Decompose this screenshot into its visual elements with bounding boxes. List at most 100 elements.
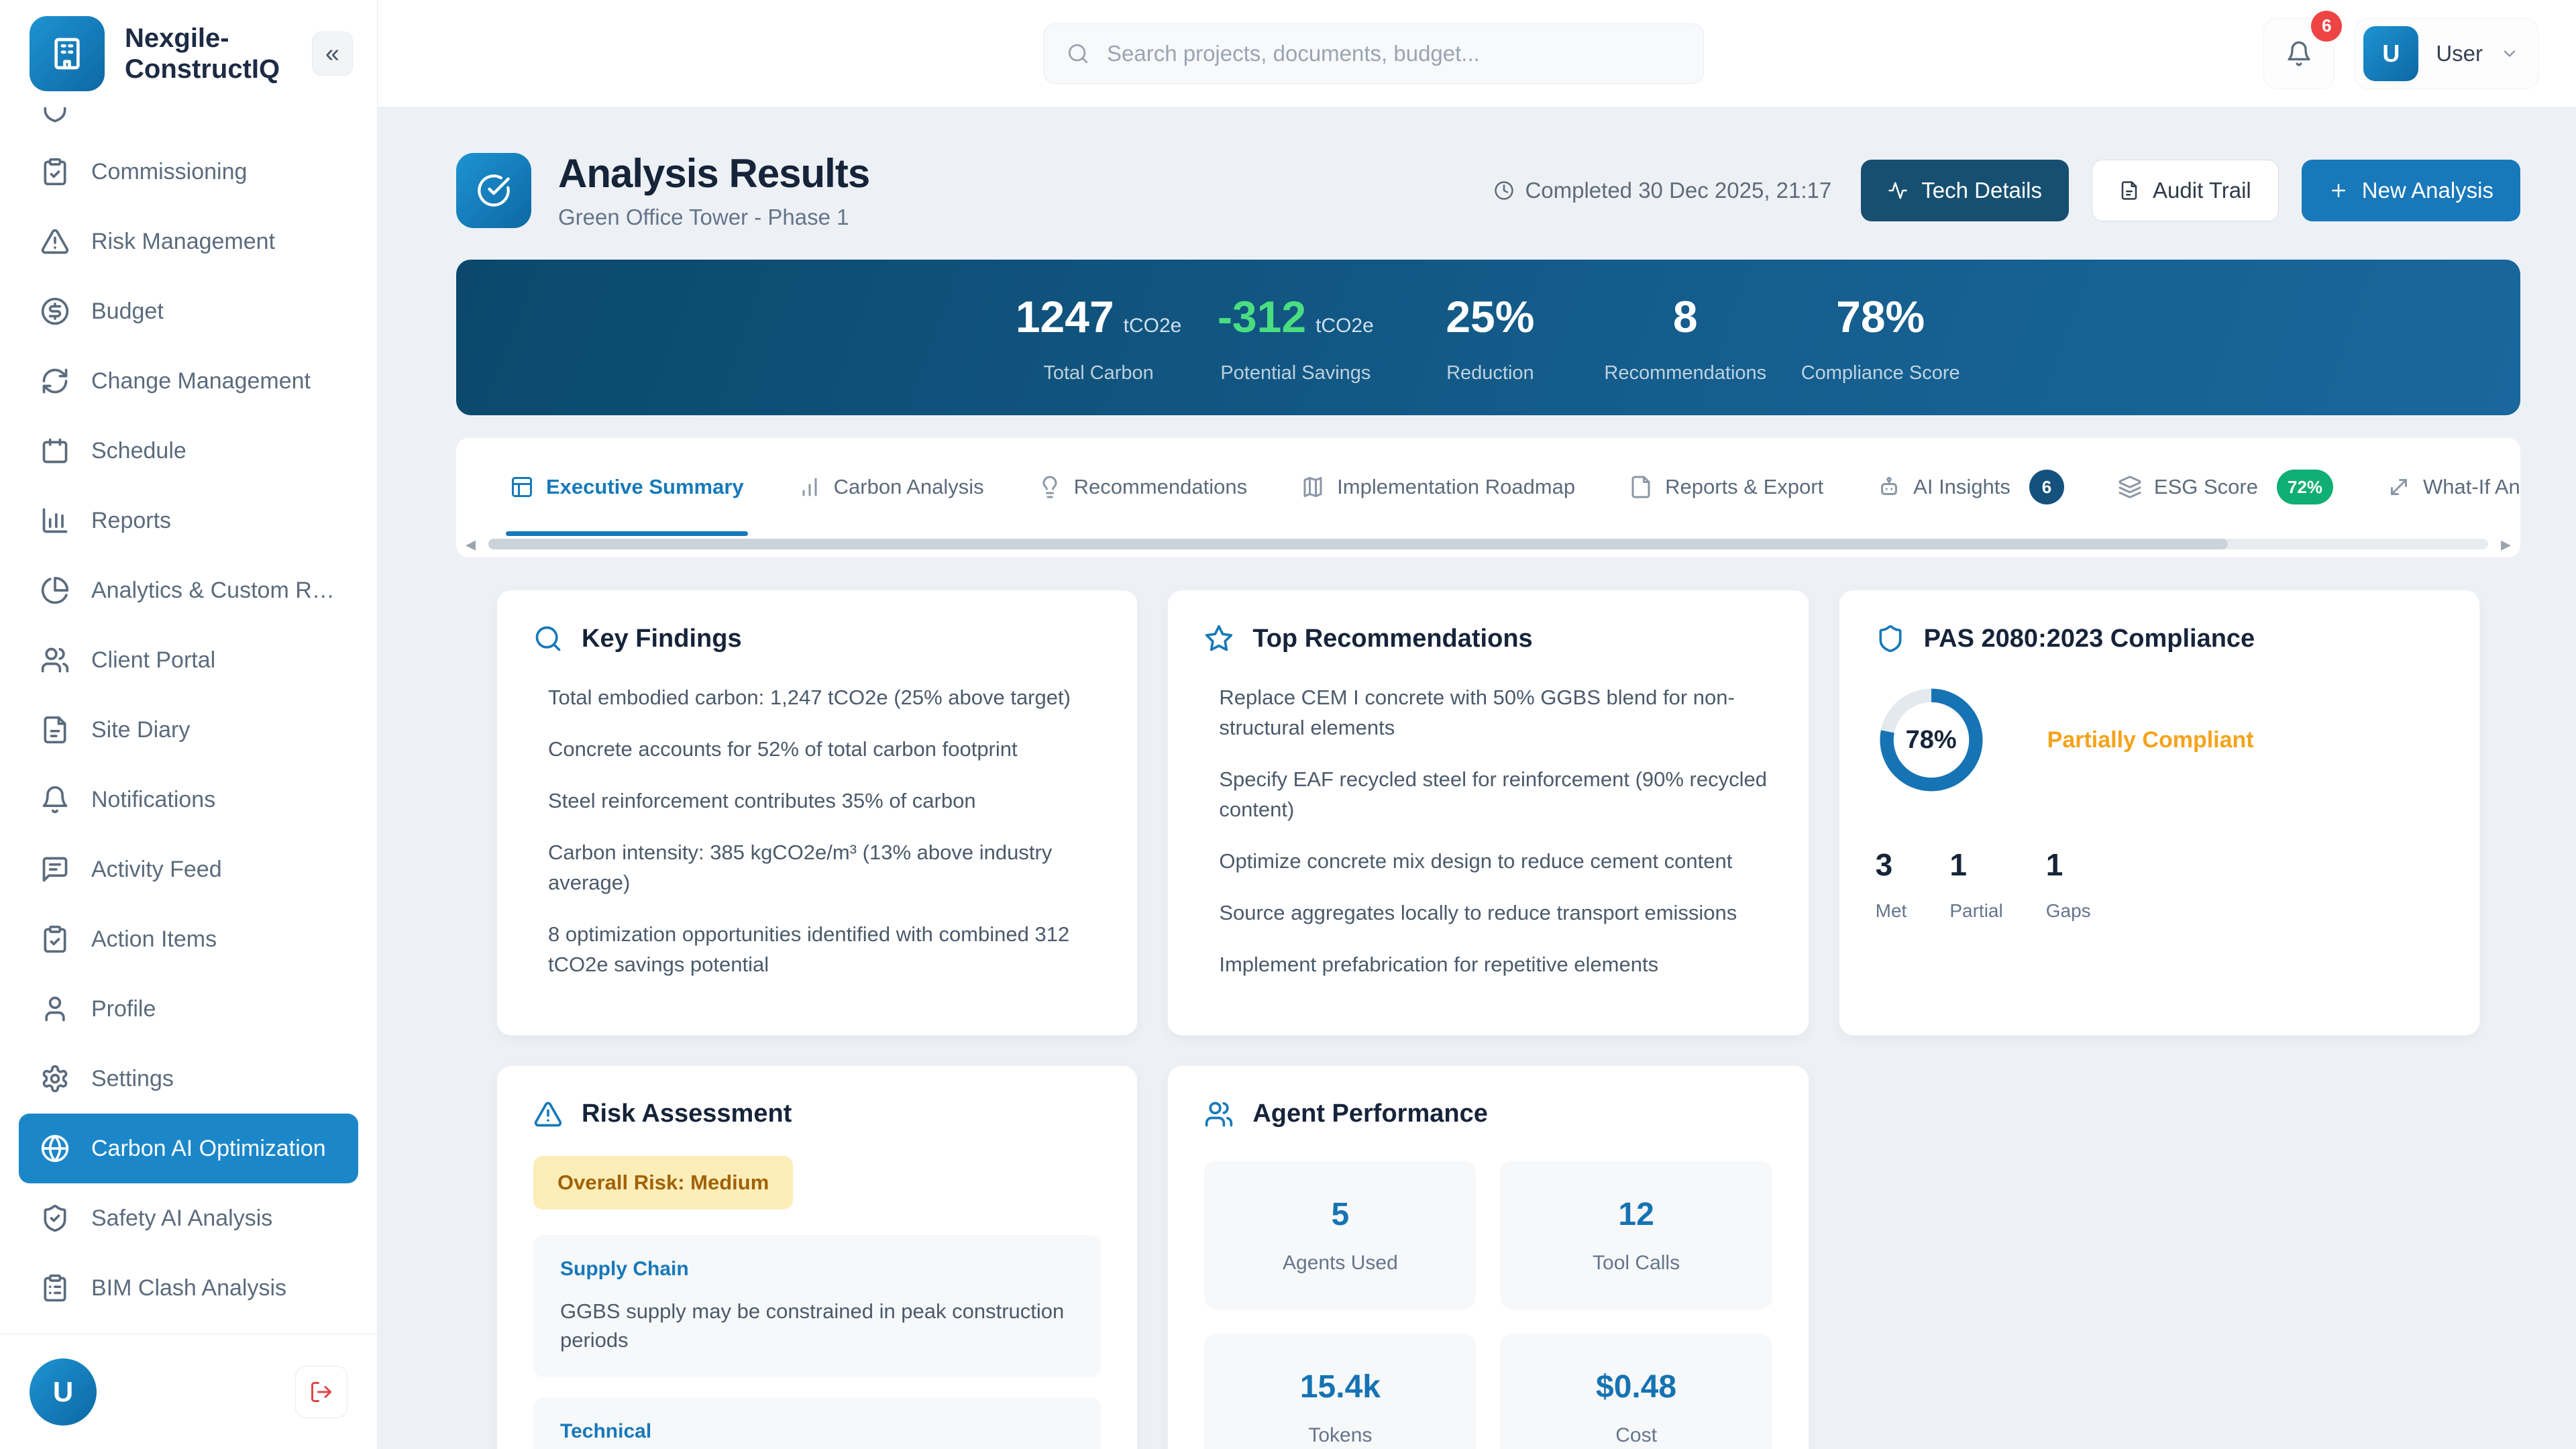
- sidebar-item-icon: [40, 366, 70, 396]
- sidebar-item-icon: [40, 506, 70, 535]
- tech-details-button[interactable]: Tech Details: [1861, 159, 2070, 221]
- plus-icon: [2328, 180, 2349, 201]
- sidebar-item-label: Carbon AI Optimization: [91, 1135, 326, 1161]
- tab[interactable]: Executive Summary: [483, 438, 771, 536]
- magnifier-icon: [533, 624, 563, 653]
- search-icon: [1067, 42, 1089, 65]
- compliance-stat-label: Gaps: [2045, 900, 2091, 921]
- sidebar-item[interactable]: Schedule: [19, 416, 358, 486]
- tab-icon: [2118, 475, 2142, 499]
- key-findings-card: Key Findings Total embodied carbon: 1,24…: [496, 590, 1138, 1036]
- sidebar-item[interactable]: Analytics & Custom Rep...: [19, 555, 358, 625]
- sidebar-item-icon: [40, 1203, 70, 1233]
- sidebar-footer: U: [0, 1334, 377, 1449]
- audit-trail-button[interactable]: Audit Trail: [2092, 159, 2279, 221]
- tabs-scroll-left-arrow[interactable]: ◂: [466, 533, 476, 555]
- empty-grid-cell: [1839, 1065, 2480, 1449]
- compliance-title: PAS 2080:2023 Compliance: [1923, 624, 2255, 653]
- stat: -312 tCO2e Potential Savings: [1215, 291, 1376, 384]
- user-menu[interactable]: U User: [2355, 17, 2538, 89]
- recommendation-item: Source aggregates locally to reduce tran…: [1219, 900, 1737, 924]
- sidebar-item[interactable]: Carbon AI Optimization: [19, 1114, 358, 1183]
- sidebar-item[interactable]: Activity Feed: [19, 835, 358, 904]
- logout-button[interactable]: [295, 1365, 347, 1418]
- tabs-scrollbar-thumb[interactable]: [488, 539, 2229, 549]
- user-avatar[interactable]: U: [30, 1358, 97, 1426]
- sidebar-item[interactable]: Reports: [19, 486, 358, 555]
- agent-stat-value: 12: [1618, 1196, 1654, 1232]
- sidebar-item[interactable]: Settings: [19, 1044, 358, 1114]
- tab-icon: [1877, 475, 1901, 499]
- top-recommendations-title: Top Recommendations: [1252, 624, 1533, 653]
- sidebar-item[interactable]: Commissioning: [19, 137, 358, 207]
- stat-value: 8: [1672, 291, 1698, 341]
- tab[interactable]: AI Insights 6: [1850, 438, 2091, 536]
- key-finding-item: Carbon intensity: 385 kgCO2e/m³ (13% abo…: [548, 840, 1053, 894]
- sidebar-item-label: Notifications: [91, 786, 216, 812]
- compliance-stat: 1 Gaps: [2046, 847, 2091, 922]
- sidebar-item[interactable]: Site Diary: [19, 695, 358, 765]
- sidebar-item[interactable]: Safety AI Analysis: [19, 1183, 358, 1253]
- stat: 1247 tCO2e Total Carbon: [1016, 291, 1182, 384]
- sidebar-item-label: Client Portal: [91, 647, 216, 673]
- sidebar-item[interactable]: Client Portal: [19, 625, 358, 695]
- new-analysis-button[interactable]: New Analysis: [2301, 159, 2520, 221]
- stat-value: 78%: [1836, 291, 1925, 341]
- sidebar-item-icon: [40, 576, 70, 605]
- key-findings-title: Key Findings: [582, 624, 742, 653]
- tab[interactable]: What-If Analysis: [2360, 438, 2520, 536]
- tab[interactable]: Implementation Roadmap: [1274, 438, 1602, 536]
- search-box[interactable]: [1043, 23, 1704, 84]
- tabs-scroll-right-arrow[interactable]: ▸: [2500, 533, 2511, 555]
- key-finding-item: 8 optimization opportunities identified …: [548, 922, 1070, 976]
- recommendation-item: Specify EAF recycled steel for reinforce…: [1219, 767, 1767, 821]
- activity-icon: [1888, 180, 1908, 201]
- topbar: 6 U User: [378, 0, 2576, 107]
- sidebar-collapse-button[interactable]: «: [311, 32, 353, 76]
- stat-label: Compliance Score: [1801, 362, 1960, 384]
- sidebar-item-label: BIM Clash Analysis: [91, 1275, 286, 1301]
- sidebar-item-icon: [40, 715, 70, 745]
- agent-stat-tile: 12 Tool Calls: [1500, 1161, 1772, 1309]
- sidebar-item[interactable]: [19, 107, 358, 137]
- check-circle-icon: [476, 173, 511, 208]
- log-out-icon: [309, 1380, 333, 1404]
- sidebar-item-label: Reports: [91, 507, 172, 533]
- compliance-stat-value: 3: [1875, 847, 1893, 882]
- sidebar-header: Nexgile-ConstructIQ «: [0, 0, 377, 107]
- stat-value: 25%: [1446, 291, 1535, 341]
- agent-stat-label: Agents Used: [1283, 1251, 1398, 1274]
- sidebar-item[interactable]: Notifications: [19, 765, 358, 835]
- sidebar-item[interactable]: BIM Clash Analysis: [19, 1253, 358, 1323]
- search-input[interactable]: [1107, 40, 1680, 66]
- sidebar-item[interactable]: Budget: [19, 276, 358, 346]
- sidebar-item-icon: [40, 855, 70, 884]
- tab[interactable]: ESG Score 72%: [2091, 438, 2360, 536]
- sidebar-item-label: Settings: [91, 1065, 174, 1091]
- file-text-icon: [2119, 180, 2139, 201]
- top-recommendations-list: Replace CEM I concrete with 50% GGBS ble…: [1204, 683, 1772, 980]
- sidebar-item[interactable]: Action Items: [19, 904, 358, 974]
- notification-badge: 6: [2311, 10, 2343, 42]
- tab[interactable]: Carbon Analysis: [771, 438, 1011, 536]
- chevron-down-icon: [2500, 44, 2519, 63]
- sidebar-item[interactable]: Risk Management: [19, 207, 358, 276]
- notifications-button[interactable]: 6: [2263, 10, 2343, 89]
- risk-title: Risk Assessment: [582, 1099, 792, 1128]
- tab[interactable]: Reports & Export: [1602, 438, 1850, 536]
- tabs-scrollbar[interactable]: [488, 539, 2488, 549]
- tab-label: Recommendations: [1073, 475, 1248, 498]
- tab-icon: [510, 475, 534, 499]
- top-recommendations-card: Top Recommendations Replace CEM I concre…: [1167, 590, 1809, 1036]
- sidebar-item-label: Commissioning: [91, 158, 248, 184]
- compliance-stats: 3 Met 1 Partial 1: [1876, 847, 2443, 922]
- tab[interactable]: Recommendations: [1011, 438, 1274, 536]
- sidebar-item[interactable]: Profile: [19, 974, 358, 1044]
- compliance-stat: 3 Met: [1876, 847, 1907, 922]
- sidebar-item[interactable]: Change Management: [19, 346, 358, 416]
- agent-stat-tile: 5 Agents Used: [1204, 1161, 1477, 1309]
- tab-label: What-If Analysis: [2423, 475, 2520, 498]
- sidebar-item-label: Site Diary: [91, 716, 191, 743]
- stat-label: Total Carbon: [1043, 362, 1154, 384]
